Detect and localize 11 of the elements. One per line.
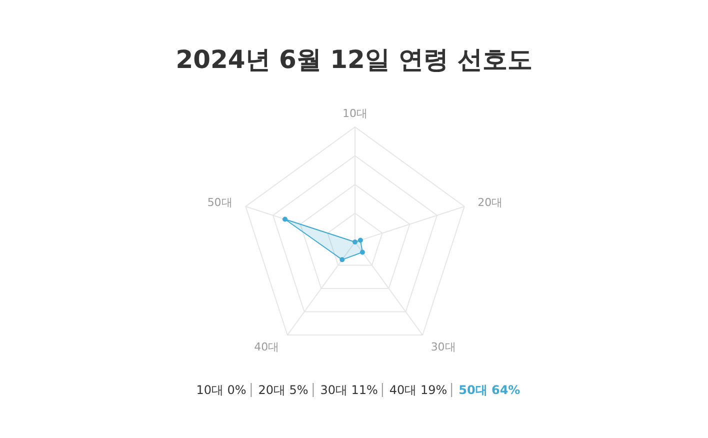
spoke-label: 50대 — [207, 196, 232, 210]
spoke-label: 30대 — [430, 340, 456, 354]
spoke-label: 20대 — [478, 196, 503, 210]
spoke-label: 40대 — [254, 340, 280, 354]
text: 20대 5% — [258, 383, 308, 397]
text: 50대 64% — [458, 383, 520, 397]
text: 30대 11% — [320, 383, 378, 397]
spoke-label: 10대 — [342, 107, 368, 120]
chart-title: 2024년 6월 12일 연령 선호도 — [176, 45, 532, 74]
text: 10대 0% — [196, 383, 246, 397]
text: 40대 19% — [389, 383, 448, 397]
